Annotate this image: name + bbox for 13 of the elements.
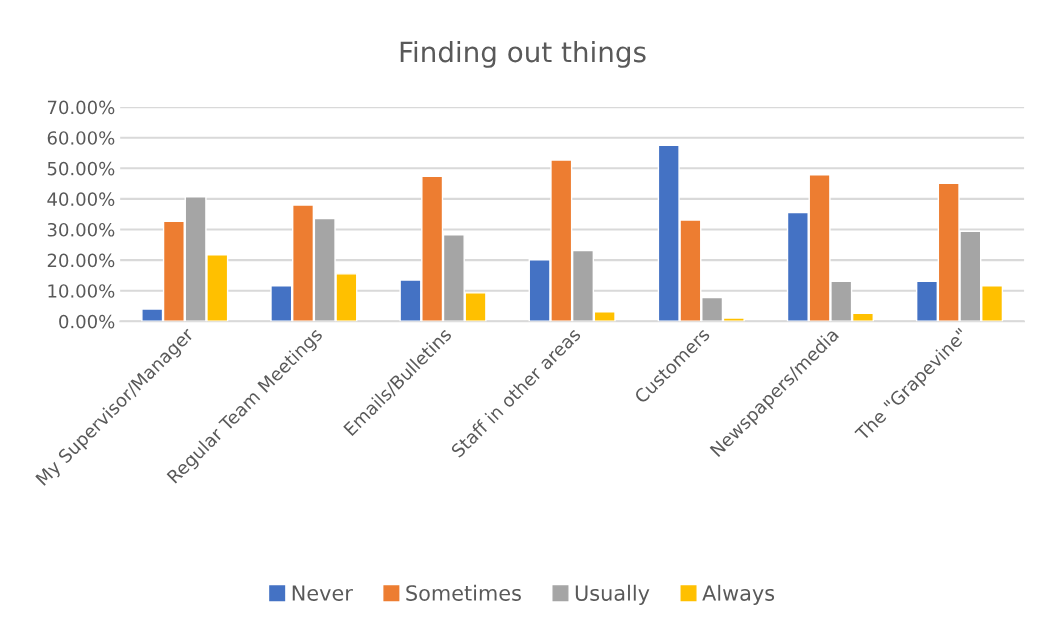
y-tick-label: 50.00% (47, 161, 115, 176)
y-tick-label: 30.00% (47, 222, 115, 237)
y-tick-label: 60.00% (47, 131, 115, 145)
legend-label: Usually (575, 584, 650, 605)
y-tick-label: 10.00% (48, 284, 115, 298)
y-tick-label: 0.00% (59, 314, 115, 329)
legend-label: Never (292, 585, 353, 601)
legend-label: Always (702, 584, 775, 605)
y-tick-label: 20.00% (47, 253, 115, 268)
y-tick-label: 70.00% (47, 100, 115, 115)
legend-label: Sometimes (406, 584, 521, 601)
chart-title: Finding out things (400, 40, 646, 68)
y-tick-label: 40.00% (47, 192, 115, 207)
